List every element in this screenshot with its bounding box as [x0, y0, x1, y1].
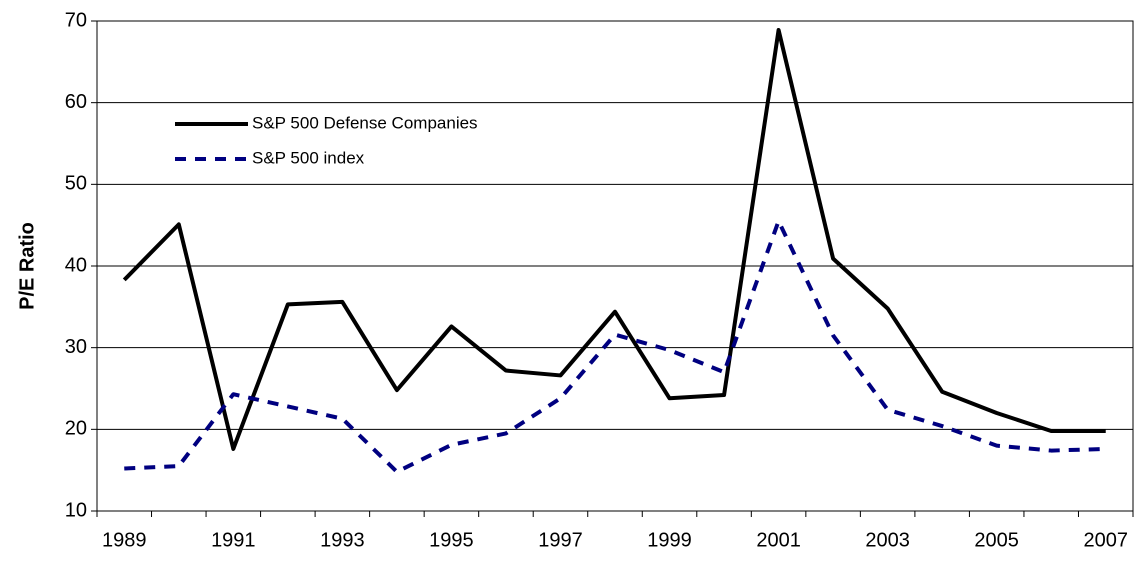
plot-border — [96, 20, 1134, 512]
x-tick-label: 2003 — [865, 529, 910, 551]
x-tick-label: 2007 — [1083, 529, 1128, 551]
legend-label: S&P 500 Defense Companies — [252, 113, 478, 132]
y-tick-label: 70 — [65, 9, 87, 31]
x-tick-label: 1991 — [211, 529, 256, 551]
y-tick-label: 30 — [65, 336, 87, 358]
x-tick-label: 1995 — [429, 529, 474, 551]
y-tick-label: 60 — [65, 91, 87, 113]
x-tick-label: 2005 — [974, 529, 1019, 551]
series-line — [122, 27, 1106, 451]
x-tick-label: 1999 — [647, 529, 692, 551]
y-tick-label: 10 — [65, 499, 87, 521]
y-tick-label: 40 — [65, 254, 87, 276]
x-tick-label: 1989 — [102, 529, 147, 551]
series-line — [124, 219, 1106, 474]
x-tick-label: 1993 — [320, 529, 365, 551]
legend-label: S&P 500 index — [252, 148, 365, 167]
y-tick-label: 50 — [65, 173, 87, 195]
x-tick-label: 2001 — [756, 529, 801, 551]
y-tick-label: 20 — [65, 418, 87, 440]
x-tick-label: 1997 — [538, 529, 583, 551]
y-axis-title: P/E Ratio — [16, 222, 38, 310]
